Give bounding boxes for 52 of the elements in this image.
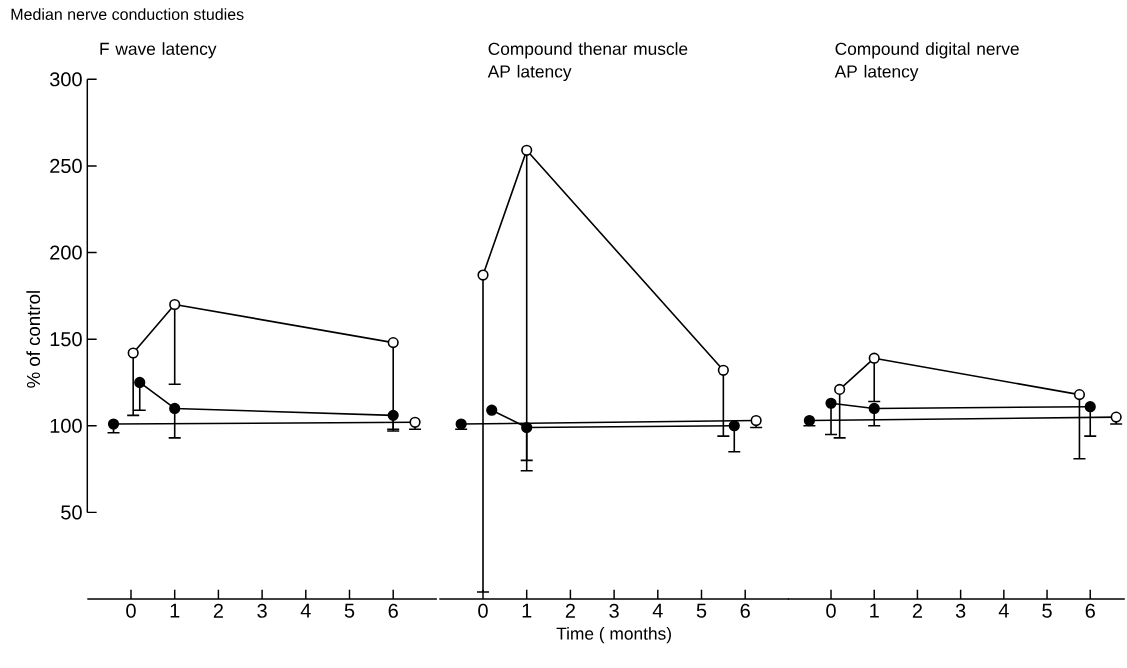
x-tick-label: 0: [126, 603, 136, 618]
x-tick-label: 2: [565, 603, 575, 618]
x-tick-label: 4: [300, 603, 311, 618]
chart-title: Compound digital nerve AP latency: [834, 42, 1019, 82]
point: [834, 383, 846, 395]
x-tick-label: 6: [740, 603, 750, 618]
point: [1073, 388, 1086, 401]
point: [803, 414, 816, 427]
x-tick-label: 1: [170, 603, 180, 618]
y-tick-label: 150: [50, 332, 82, 347]
x-tick-label: 3: [955, 603, 966, 618]
point: [169, 298, 181, 311]
x-tick-label: 6: [1085, 603, 1095, 618]
point: [728, 420, 740, 432]
x-tick-label: 5: [344, 603, 355, 618]
x-tick-label: 5: [696, 603, 707, 618]
y-tick-label: 200: [50, 245, 82, 260]
x-tick-label: 2: [912, 603, 922, 618]
chart-title: Compound thenar muscle AP latency: [487, 42, 688, 82]
x-tick-label: 5: [1042, 603, 1052, 618]
x-tick-label: 0: [478, 603, 488, 618]
x-tick-label: 6: [388, 603, 398, 618]
y-tick-label: 300: [49, 72, 82, 87]
point: [134, 376, 146, 389]
point: [169, 402, 181, 415]
x-tick-label: 4: [652, 603, 663, 618]
point: [1084, 401, 1096, 413]
point: [127, 347, 139, 359]
point: [825, 397, 837, 409]
x-tick-label: 1: [522, 603, 532, 618]
x-tick-label: 4: [998, 603, 1009, 618]
y-axis-title: % of control: [26, 291, 41, 388]
point: [521, 421, 533, 434]
x-tick-label: 3: [257, 603, 267, 618]
point: [868, 402, 880, 415]
x-tick-label: 0: [826, 603, 836, 618]
x-tick-label: 3: [609, 603, 619, 618]
point: [387, 409, 399, 421]
y-tick-label: 100: [50, 418, 82, 433]
x-tick-label: 1: [870, 603, 879, 618]
y-tick-label: 250: [50, 158, 82, 173]
point: [486, 404, 498, 416]
x-axis-title: Time ( months): [556, 627, 671, 644]
x-tick-label: 2: [213, 603, 223, 618]
y-tick-label: 50: [61, 505, 82, 520]
point: [868, 352, 880, 364]
point: [477, 269, 489, 281]
text: Median nerve conduction studies: [11, 8, 244, 21]
point: [717, 364, 729, 376]
chart-title: F wave latency: [100, 42, 217, 59]
point: [521, 144, 533, 156]
point: [387, 337, 399, 349]
